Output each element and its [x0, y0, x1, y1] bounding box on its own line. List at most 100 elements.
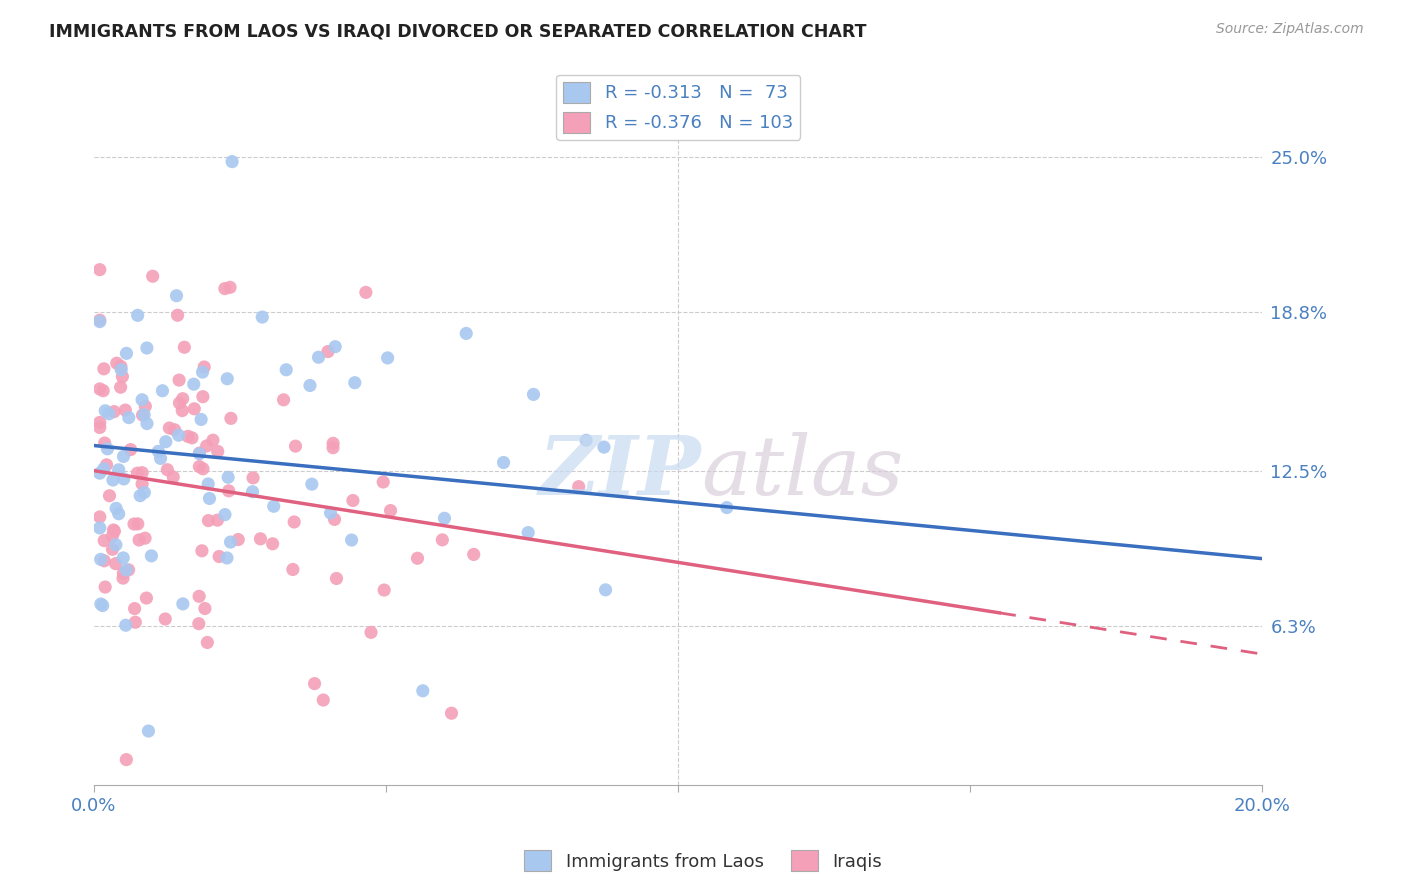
Point: [117, 563, 139, 577]
Point: [128, 533, 150, 547]
Point: [373, 475, 395, 489]
Point: [89, 466, 111, 480]
Point: [169, 396, 191, 410]
Point: [166, 308, 188, 322]
Point: [127, 466, 149, 480]
Point: [263, 500, 285, 514]
Point: [219, 411, 242, 425]
Point: [377, 351, 399, 365]
Point: [323, 340, 346, 354]
Point: [191, 390, 214, 404]
Point: [167, 428, 190, 442]
Point: [101, 473, 124, 487]
Point: [103, 523, 125, 537]
Point: [112, 566, 135, 580]
Point: [110, 359, 132, 374]
Point: [97, 407, 120, 421]
Point: [214, 282, 236, 296]
Point: [115, 753, 138, 767]
Point: [716, 500, 738, 515]
Point: [188, 446, 211, 460]
Point: [112, 450, 135, 464]
Text: atlas: atlas: [702, 432, 904, 512]
Point: [215, 550, 238, 565]
Point: [242, 484, 264, 499]
Point: [101, 542, 124, 557]
Point: [463, 548, 485, 562]
Point: [148, 444, 170, 458]
Point: [595, 582, 617, 597]
Point: [173, 340, 195, 354]
Point: [188, 590, 211, 604]
Point: [197, 514, 219, 528]
Point: [91, 599, 114, 613]
Point: [129, 489, 152, 503]
Point: [207, 444, 229, 458]
Point: [103, 404, 125, 418]
Point: [114, 403, 136, 417]
Point: [172, 392, 194, 406]
Point: [89, 382, 111, 396]
Point: [172, 597, 194, 611]
Point: [354, 285, 377, 300]
Point: [188, 459, 211, 474]
Point: [104, 538, 127, 552]
Point: [115, 346, 138, 360]
Point: [114, 618, 136, 632]
Point: [124, 601, 146, 615]
Point: [131, 466, 153, 480]
Point: [492, 456, 515, 470]
Point: [319, 506, 342, 520]
Point: [208, 549, 231, 564]
Point: [214, 508, 236, 522]
Point: [342, 493, 364, 508]
Point: [120, 442, 142, 457]
Point: [197, 477, 219, 491]
Point: [440, 706, 463, 721]
Point: [155, 434, 177, 449]
Point: [183, 401, 205, 416]
Point: [155, 612, 177, 626]
Point: [217, 470, 239, 484]
Point: [191, 544, 214, 558]
Point: [134, 531, 156, 545]
Point: [308, 351, 330, 365]
Point: [276, 363, 298, 377]
Point: [433, 511, 456, 525]
Text: IMMIGRANTS FROM LAOS VS IRAQI DIVORCED OR SEPARATED CORRELATION CHART: IMMIGRANTS FROM LAOS VS IRAQI DIVORCED O…: [49, 22, 866, 40]
Point: [89, 521, 111, 535]
Point: [201, 433, 224, 447]
Point: [373, 582, 395, 597]
Point: [191, 462, 214, 476]
Point: [380, 503, 402, 517]
Point: [94, 404, 117, 418]
Point: [323, 512, 346, 526]
Point: [217, 372, 239, 386]
Point: [162, 470, 184, 484]
Point: [127, 516, 149, 531]
Point: [89, 313, 111, 327]
Point: [131, 392, 153, 407]
Point: [322, 436, 344, 450]
Point: [93, 436, 115, 450]
Point: [340, 533, 363, 547]
Point: [195, 439, 218, 453]
Point: [195, 635, 218, 649]
Point: [138, 724, 160, 739]
Point: [157, 421, 180, 435]
Point: [249, 532, 271, 546]
Point: [142, 269, 165, 284]
Point: [124, 615, 146, 630]
Point: [101, 529, 124, 543]
Point: [252, 310, 274, 324]
Point: [111, 369, 134, 384]
Text: Source: ZipAtlas.com: Source: ZipAtlas.com: [1216, 22, 1364, 37]
Point: [432, 533, 454, 547]
Point: [187, 616, 209, 631]
Point: [90, 552, 112, 566]
Point: [325, 572, 347, 586]
Point: [89, 510, 111, 524]
Point: [406, 551, 429, 566]
Point: [156, 463, 179, 477]
Point: [172, 403, 194, 417]
